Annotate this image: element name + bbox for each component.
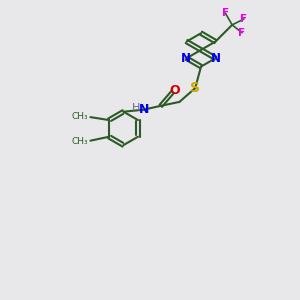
Text: N: N (181, 52, 191, 65)
Text: F: F (238, 28, 245, 38)
Text: N: N (211, 52, 221, 65)
Text: S: S (190, 81, 200, 95)
Text: CH₃: CH₃ (72, 112, 88, 121)
Text: F: F (222, 8, 229, 18)
Text: O: O (169, 84, 180, 97)
Text: H: H (132, 103, 140, 113)
Text: F: F (240, 14, 247, 24)
Text: N: N (139, 103, 149, 116)
Text: CH₃: CH₃ (72, 137, 88, 146)
